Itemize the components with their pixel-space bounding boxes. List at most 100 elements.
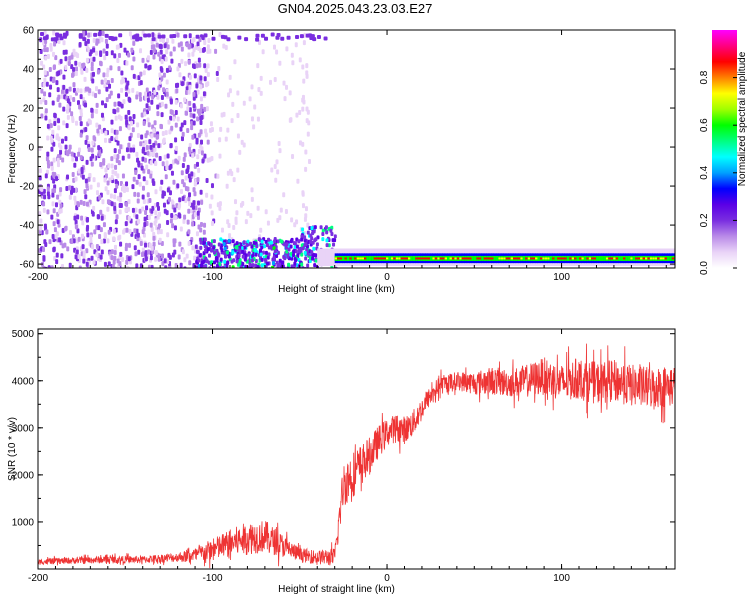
heatmap-cell [46, 135, 50, 141]
heatmap-cell [92, 56, 96, 62]
colorbar-tick-label: 0.8 [699, 70, 710, 84]
heatmap-cell [199, 115, 203, 121]
heatmap-cell [52, 51, 56, 57]
heatmap-cell [171, 159, 175, 165]
heatmap-cell [74, 71, 78, 77]
heatmap-cell [219, 237, 223, 242]
heatmap-cell [403, 257, 407, 260]
heatmap-cell [483, 257, 487, 260]
heatmap-cell [177, 204, 181, 210]
heatmap-cell [46, 151, 50, 157]
heatmap-cell [301, 227, 305, 232]
heatmap-cell [118, 209, 122, 215]
heatmap-cell [174, 145, 178, 151]
heatmap-cell [44, 115, 48, 121]
heatmap-cell [76, 87, 80, 93]
heatmap-cell [588, 257, 592, 260]
heatmap-cell [158, 72, 162, 78]
heatmap-cell [207, 38, 211, 44]
y-tick-label: -60 [20, 260, 35, 271]
heatmap-cell [125, 259, 129, 265]
heatmap-cell [132, 35, 137, 40]
heatmap-cell [278, 60, 282, 66]
snr-series-line [38, 343, 675, 569]
heatmap-cell [152, 48, 156, 54]
heatmap-cell [52, 247, 56, 253]
heatmap-cell [301, 97, 305, 103]
heatmap-cell [271, 265, 275, 268]
heatmap-cell [192, 95, 196, 101]
heatmap-cell [154, 189, 158, 195]
heatmap-cell [296, 253, 300, 258]
heatmap-cell [169, 51, 173, 57]
heatmap-cell [248, 96, 252, 102]
heatmap-cell [106, 199, 110, 205]
heatmap-cell [66, 151, 70, 157]
heatmap-cell [53, 113, 57, 119]
heatmap-cell [284, 208, 288, 214]
heatmap-cell [146, 33, 151, 38]
heatmap-cell [157, 85, 161, 91]
heatmap-cell [113, 154, 117, 160]
heatmap-cell [72, 177, 76, 183]
heatmap-cell [84, 40, 88, 46]
heatmap-cell [280, 36, 285, 41]
heatmap-cell [96, 128, 100, 134]
heatmap-cell [70, 64, 74, 70]
heatmap-cell [62, 120, 66, 126]
heatmap-cell [323, 36, 328, 41]
heatmap-cell [388, 257, 392, 260]
heatmap-cell [330, 225, 334, 230]
heatmap-cell [56, 157, 60, 163]
x-axis-title: Height of straight line (km) [278, 284, 395, 295]
heatmap-cell [72, 97, 76, 103]
heatmap-cell [293, 241, 297, 246]
heatmap-cell [137, 75, 141, 81]
heatmap-cell [179, 126, 183, 132]
heatmap-cell [566, 257, 570, 260]
heatmap-cell [323, 248, 327, 267]
heatmap-cell [272, 246, 276, 251]
heatmap-cell [649, 257, 653, 260]
heatmap-cell [208, 157, 212, 163]
heatmap-cell [371, 257, 375, 260]
heatmap-cell [178, 241, 182, 247]
heatmap-cell [505, 257, 509, 260]
heatmap-cell [223, 35, 228, 40]
heatmap-cell [508, 257, 512, 260]
heatmap-cell [622, 257, 626, 260]
heatmap-cell [63, 226, 67, 232]
heatmap-cell [151, 94, 155, 100]
heatmap-cell [199, 240, 203, 245]
heatmap-cell [119, 203, 123, 209]
heatmap-cell [188, 33, 192, 39]
heatmap-cell [122, 229, 126, 235]
heatmap-cell [62, 106, 66, 112]
heatmap-cell [302, 40, 306, 46]
heatmap-cell [192, 200, 196, 206]
heatmap-cell [104, 130, 108, 136]
heatmap-cell [150, 133, 154, 139]
heatmap-cell [192, 47, 196, 53]
heatmap-cell [145, 87, 149, 93]
heatmap-cell [174, 263, 178, 268]
heatmap-cell [194, 244, 198, 250]
heatmap-cell [69, 95, 73, 101]
heatmap-cell [176, 116, 180, 122]
heatmap-cells [38, 30, 675, 268]
heatmap-cell [203, 33, 208, 38]
heatmap-cell [217, 65, 221, 71]
heatmap-cell [200, 199, 204, 205]
heatmap-cell [603, 257, 607, 260]
heatmap-cell [56, 96, 60, 102]
heatmap-cell [90, 255, 94, 261]
heatmap-cell [90, 61, 94, 67]
heatmap-cell [142, 143, 146, 149]
heatmap-cell [204, 132, 208, 138]
heatmap-cell [275, 49, 279, 55]
heatmap-cell [190, 38, 194, 44]
heatmap-cell [51, 201, 55, 207]
heatmap-cell [90, 107, 94, 113]
heatmap-cell [127, 142, 131, 148]
heatmap-cell [71, 118, 75, 124]
